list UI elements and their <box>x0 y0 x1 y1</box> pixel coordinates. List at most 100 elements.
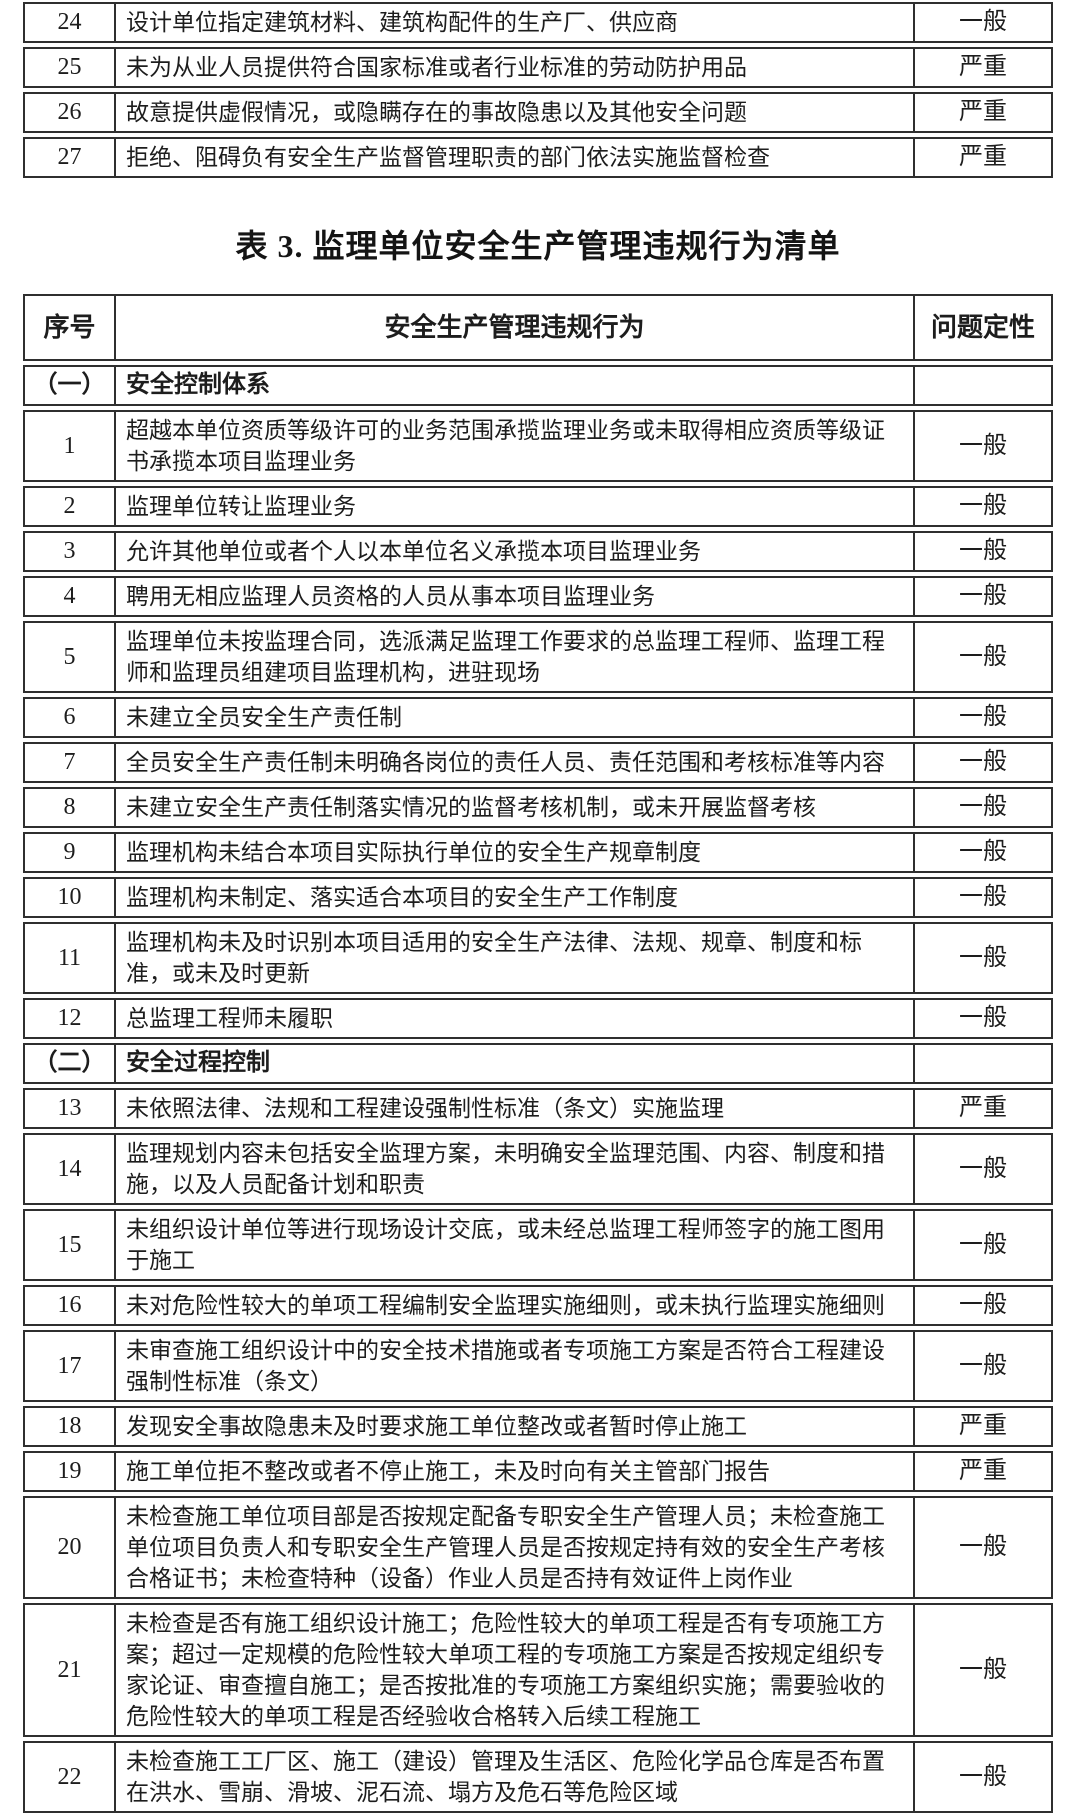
row-number: 10 <box>23 877 116 918</box>
severity-label: 一般 <box>915 742 1053 783</box>
severity-label <box>915 1043 1053 1084</box>
violation-text: 未检查是否有施工组织设计施工；危险性较大的单项工程是否有专项施工方案；超过一定规… <box>116 1603 915 1737</box>
severity-label: 一般 <box>915 531 1053 572</box>
severity-label: 一般 <box>915 1330 1053 1402</box>
violation-text: 监理机构未结合本项目实际执行单位的安全生产规章制度 <box>116 832 915 873</box>
row-number: 25 <box>23 47 116 88</box>
row-number: 24 <box>23 2 116 43</box>
table-row: 24 设计单位指定建筑材料、建筑构配件的生产厂、供应商 一般 <box>23 2 1053 43</box>
severity-label: 一般 <box>915 621 1053 693</box>
row-number: 5 <box>23 621 116 693</box>
severity-label: 一般 <box>915 1285 1053 1326</box>
table-row: 4 聘用无相应监理人员资格的人员从事本项目监理业务 一般 <box>23 576 1053 617</box>
table-row: 27 拒绝、阻碍负有安全生产监督管理职责的部门依法实施监督检查 严重 <box>23 137 1053 178</box>
severity-label: 严重 <box>915 92 1053 133</box>
violation-text: 未对危险性较大的单项工程编制安全监理实施细则，或未执行监理实施细则 <box>116 1285 915 1326</box>
violation-text: 故意提供虚假情况，或隐瞒存在的事故隐患以及其他安全问题 <box>116 92 915 133</box>
row-number: 11 <box>23 922 116 994</box>
table-row: 19 施工单位拒不整改或者不停止施工，未及时向有关主管部门报告 严重 <box>23 1451 1053 1492</box>
severity-label: 一般 <box>915 410 1053 482</box>
table-row: 14 监理规划内容未包括安全监理方案，未明确安全监理范围、内容、制度和措施，以及人… <box>23 1133 1053 1205</box>
violation-text: 安全过程控制 <box>116 1043 915 1084</box>
row-number: 9 <box>23 832 116 873</box>
row-number: 1 <box>23 410 116 482</box>
table-row: 9 监理机构未结合本项目实际执行单位的安全生产规章制度 一般 <box>23 832 1053 873</box>
severity-label: 一般 <box>915 2 1053 43</box>
table-row: 5 监理单位未按监理合同，选派满足监理工作要求的总监理工程师、监理工程师和监理员组… <box>23 621 1053 693</box>
table-row: 10 监理机构未制定、落实适合本项目的安全生产工作制度 一般 <box>23 877 1053 918</box>
violation-text: 施工单位拒不整改或者不停止施工，未及时向有关主管部门报告 <box>116 1451 915 1492</box>
severity-label: 一般 <box>915 1133 1053 1205</box>
row-number: 15 <box>23 1209 116 1281</box>
severity-label: 一般 <box>915 1496 1053 1599</box>
previous-table-continuation: 24 设计单位指定建筑材料、建筑构配件的生产厂、供应商 一般 25 未为从业人员提供符合… <box>23 0 1053 182</box>
table-row: 8 未建立安全生产责任制落实情况的监督考核机制，或未开展监督考核 一般 <box>23 787 1053 828</box>
severity-label: 严重 <box>915 1406 1053 1447</box>
violation-text: 监理机构未制定、落实适合本项目的安全生产工作制度 <box>116 877 915 918</box>
row-number: 19 <box>23 1451 116 1492</box>
row-number: 16 <box>23 1285 116 1326</box>
table-row: 1 超越本单位资质等级许可的业务范围承揽监理业务或未取得相应资质等级证书承揽本项目… <box>23 410 1053 482</box>
severity-label: 严重 <box>915 47 1053 88</box>
table3-body: （一） 安全控制体系 1 超越本单位资质等级许可的业务范围承揽监理业务或未取得相应资质… <box>23 365 1053 1813</box>
section-row: （二） 安全过程控制 <box>23 1043 1053 1084</box>
violation-text: 聘用无相应监理人员资格的人员从事本项目监理业务 <box>116 576 915 617</box>
table3: 序号 安全生产管理违规行为 问题定性 （一） 安全控制体系 1 超越本单位资质等级许可… <box>23 290 1053 1817</box>
violation-text: 未为从业人员提供符合国家标准或者行业标准的劳动防护用品 <box>116 47 915 88</box>
violation-text: 全员安全生产责任制未明确各岗位的责任人员、责任范围和考核标准等内容 <box>116 742 915 783</box>
severity-label: 一般 <box>915 998 1053 1039</box>
violation-text: 监理机构未及时识别本项目适用的安全生产法律、法规、规章、制度和标准，或未及时更新 <box>116 922 915 994</box>
row-number: （二） <box>23 1043 116 1084</box>
severity-label: 一般 <box>915 1741 1053 1813</box>
violation-text: 监理单位未按监理合同，选派满足监理工作要求的总监理工程师、监理工程师和监理员组建… <box>116 621 915 693</box>
violation-text: 发现安全事故隐患未及时要求施工单位整改或者暂时停止施工 <box>116 1406 915 1447</box>
severity-label: 一般 <box>915 1209 1053 1281</box>
row-number: 7 <box>23 742 116 783</box>
section-row: （一） 安全控制体系 <box>23 365 1053 406</box>
severity-label: 严重 <box>915 1088 1053 1129</box>
row-number: （一） <box>23 365 116 406</box>
row-number: 3 <box>23 531 116 572</box>
violation-text: 监理单位转让监理业务 <box>116 486 915 527</box>
table-row: 13 未依照法律、法规和工程建设强制性标准（条文）实施监理 严重 <box>23 1088 1053 1129</box>
violation-text: 设计单位指定建筑材料、建筑构配件的生产厂、供应商 <box>116 2 915 43</box>
table-row: 21 未检查是否有施工组织设计施工；危险性较大的单项工程是否有专项施工方案；超过一… <box>23 1603 1053 1737</box>
row-number: 14 <box>23 1133 116 1205</box>
row-number: 22 <box>23 1741 116 1813</box>
violation-text: 未组织设计单位等进行现场设计交底，或未经总监理工程师签字的施工图用于施工 <box>116 1209 915 1281</box>
table-row: 25 未为从业人员提供符合国家标准或者行业标准的劳动防护用品 严重 <box>23 47 1053 88</box>
violation-text: 超越本单位资质等级许可的业务范围承揽监理业务或未取得相应资质等级证书承揽本项目监… <box>116 410 915 482</box>
row-number: 26 <box>23 92 116 133</box>
severity-label: 一般 <box>915 787 1053 828</box>
row-number: 8 <box>23 787 116 828</box>
table-row: 26 故意提供虚假情况，或隐瞒存在的事故隐患以及其他安全问题 严重 <box>23 92 1053 133</box>
row-number: 20 <box>23 1496 116 1599</box>
table3-title: 表 3. 监理单位安全生产管理违规行为清单 <box>235 228 841 264</box>
table-row: 17 未审查施工组织设计中的安全技术措施或者专项施工方案是否符合工程建设强制性标准… <box>23 1330 1053 1402</box>
row-number: 13 <box>23 1088 116 1129</box>
violation-text: 安全控制体系 <box>116 365 915 406</box>
header-severity: 问题定性 <box>915 294 1053 361</box>
severity-label: 一般 <box>915 697 1053 738</box>
table-row: 15 未组织设计单位等进行现场设计交底，或未经总监理工程师签字的施工图用于施工 一般 <box>23 1209 1053 1281</box>
violation-text: 未审查施工组织设计中的安全技术措施或者专项施工方案是否符合工程建设强制性标准（条… <box>116 1330 915 1402</box>
violation-text: 监理规划内容未包括安全监理方案，未明确安全监理范围、内容、制度和措施，以及人员配… <box>116 1133 915 1205</box>
severity-label: 严重 <box>915 137 1053 178</box>
severity-label: 一般 <box>915 1603 1053 1737</box>
violation-text: 允许其他单位或者个人以本单位名义承揽本项目监理业务 <box>116 531 915 572</box>
row-number: 6 <box>23 697 116 738</box>
violation-text: 总监理工程师未履职 <box>116 998 915 1039</box>
row-number: 18 <box>23 1406 116 1447</box>
table-row: 18 发现安全事故隐患未及时要求施工单位整改或者暂时停止施工 严重 <box>23 1406 1053 1447</box>
table-row: 2 监理单位转让监理业务 一般 <box>23 486 1053 527</box>
table-row: 12 总监理工程师未履职 一般 <box>23 998 1053 1039</box>
previous-table-body: 24 设计单位指定建筑材料、建筑构配件的生产厂、供应商 一般 25 未为从业人员提供符合… <box>23 2 1053 178</box>
header-no: 序号 <box>23 294 116 361</box>
table-row: 7 全员安全生产责任制未明确各岗位的责任人员、责任范围和考核标准等内容 一般 <box>23 742 1053 783</box>
table-row: 11 监理机构未及时识别本项目适用的安全生产法律、法规、规章、制度和标准，或未及时… <box>23 922 1053 994</box>
row-number: 2 <box>23 486 116 527</box>
row-number: 12 <box>23 998 116 1039</box>
violation-text: 未检查施工工厂区、施工（建设）管理及生活区、危险化学品仓库是否布置在洪水、雪崩、… <box>116 1741 915 1813</box>
table3-header-row: 序号 安全生产管理违规行为 问题定性 <box>23 294 1053 361</box>
